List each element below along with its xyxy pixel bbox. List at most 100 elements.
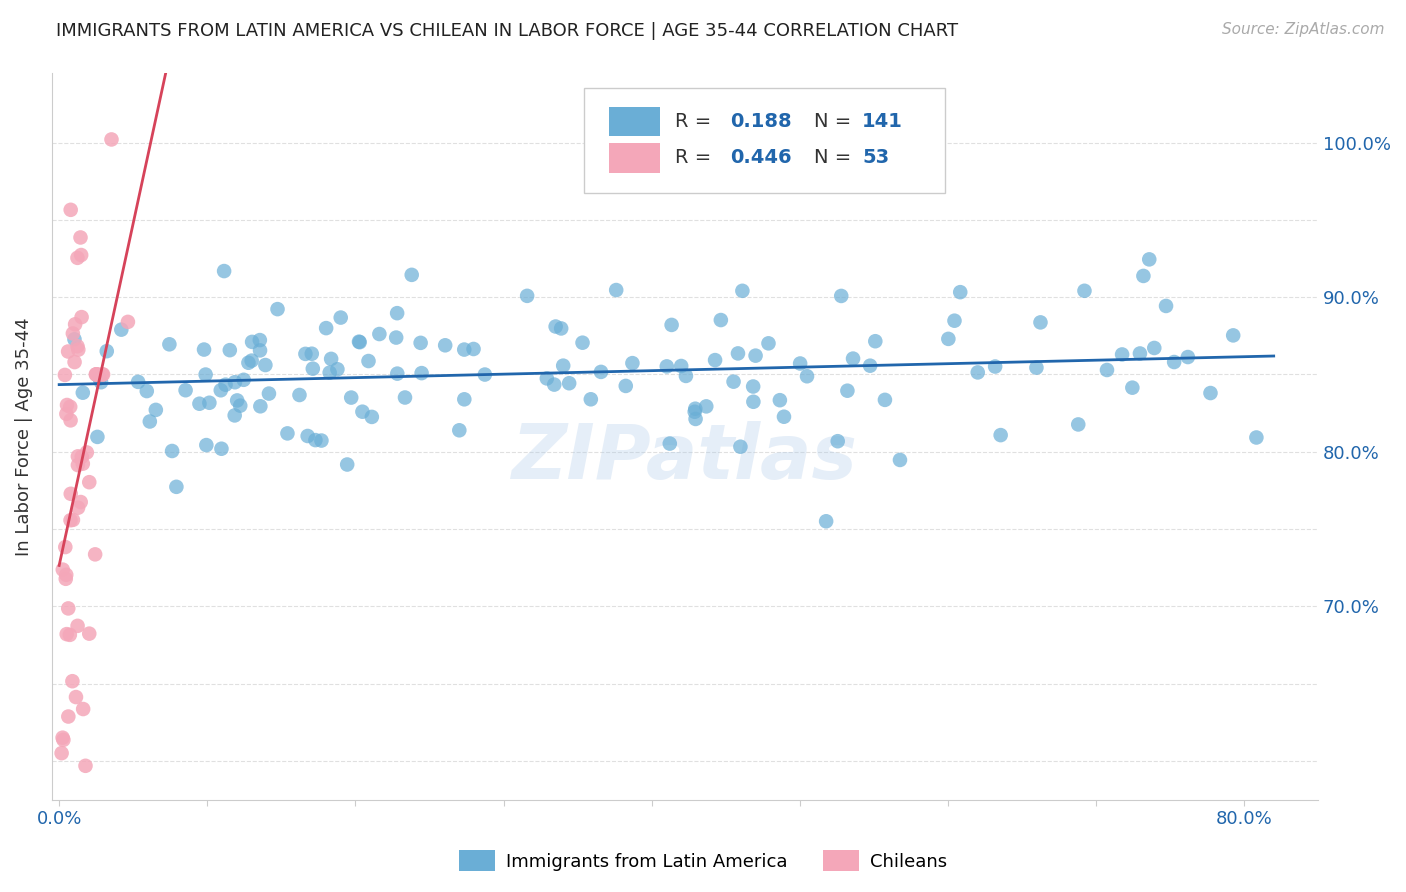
Point xyxy=(966,365,988,379)
Point xyxy=(75,759,97,773)
Point xyxy=(789,357,811,371)
Point xyxy=(837,384,859,398)
Point xyxy=(769,393,792,408)
Y-axis label: In Labor Force | Age 35-44: In Labor Force | Age 35-44 xyxy=(15,317,32,556)
Point xyxy=(474,368,496,382)
Point xyxy=(214,377,236,392)
Point xyxy=(59,513,82,527)
Point xyxy=(1222,328,1244,343)
Point xyxy=(704,353,727,368)
Point xyxy=(579,392,602,407)
Point xyxy=(865,334,887,349)
Point xyxy=(387,367,409,381)
Point xyxy=(165,480,187,494)
Point xyxy=(229,399,252,413)
Point xyxy=(63,355,86,369)
Point xyxy=(288,388,311,402)
Point xyxy=(195,438,218,452)
Point xyxy=(127,375,149,389)
Point xyxy=(55,407,77,421)
Point xyxy=(329,310,352,325)
Point xyxy=(63,318,86,332)
Point xyxy=(1246,430,1268,444)
Point xyxy=(160,444,183,458)
Point xyxy=(53,368,76,382)
Point xyxy=(51,746,73,760)
Point xyxy=(815,514,838,528)
Point xyxy=(58,601,80,615)
Point xyxy=(1143,341,1166,355)
Point xyxy=(938,332,960,346)
Point xyxy=(301,347,323,361)
Point xyxy=(52,731,75,745)
Text: R =: R = xyxy=(675,148,717,168)
Point xyxy=(63,332,86,346)
Point xyxy=(1095,363,1118,377)
Point xyxy=(949,285,972,300)
Point xyxy=(254,358,277,372)
Text: R =: R = xyxy=(675,112,717,131)
Point xyxy=(543,377,565,392)
Point xyxy=(730,440,752,454)
Point xyxy=(401,268,423,282)
Point xyxy=(347,334,370,349)
Point xyxy=(723,375,745,389)
FancyBboxPatch shape xyxy=(583,87,945,193)
Point xyxy=(311,434,333,448)
Point xyxy=(174,383,197,397)
Point xyxy=(59,202,82,217)
Point xyxy=(224,375,246,389)
Legend: Immigrants from Latin America, Chileans: Immigrants from Latin America, Chileans xyxy=(451,843,955,879)
Text: N =: N = xyxy=(814,112,858,131)
Point xyxy=(873,392,896,407)
Point xyxy=(655,359,678,374)
Point xyxy=(84,368,107,382)
Point xyxy=(72,385,94,400)
Point xyxy=(91,368,114,382)
Point xyxy=(744,349,766,363)
Point xyxy=(1154,299,1177,313)
Point xyxy=(77,475,100,490)
Point xyxy=(352,405,374,419)
Point xyxy=(193,343,215,357)
Point xyxy=(830,289,852,303)
Point xyxy=(84,547,107,561)
Point xyxy=(90,375,112,389)
Point xyxy=(53,540,76,554)
Point xyxy=(157,337,180,351)
Point xyxy=(145,403,167,417)
Point xyxy=(55,627,77,641)
Point xyxy=(100,132,122,146)
Point xyxy=(135,384,157,398)
Point xyxy=(368,326,391,341)
Point xyxy=(66,619,89,633)
Point xyxy=(209,384,232,398)
Point xyxy=(695,400,717,414)
Point xyxy=(55,572,77,586)
Point xyxy=(1132,268,1154,283)
Point xyxy=(224,409,246,423)
Point xyxy=(326,362,349,376)
Text: ZIPatlas: ZIPatlas xyxy=(512,421,858,495)
Point xyxy=(139,415,162,429)
FancyBboxPatch shape xyxy=(609,144,659,172)
Point xyxy=(889,453,911,467)
Point xyxy=(360,409,382,424)
Point xyxy=(62,326,84,341)
Point xyxy=(742,394,765,409)
Point xyxy=(742,379,765,393)
Point xyxy=(226,393,249,408)
Point xyxy=(55,567,77,582)
Point xyxy=(70,450,93,464)
Point xyxy=(661,318,683,332)
Point xyxy=(1137,252,1160,267)
Point xyxy=(731,284,754,298)
Point xyxy=(84,368,107,382)
Point xyxy=(96,344,118,359)
Point xyxy=(1073,284,1095,298)
Point xyxy=(59,413,82,427)
Point xyxy=(1111,347,1133,361)
Point xyxy=(69,230,91,244)
Point xyxy=(56,398,79,412)
Point xyxy=(550,321,572,335)
